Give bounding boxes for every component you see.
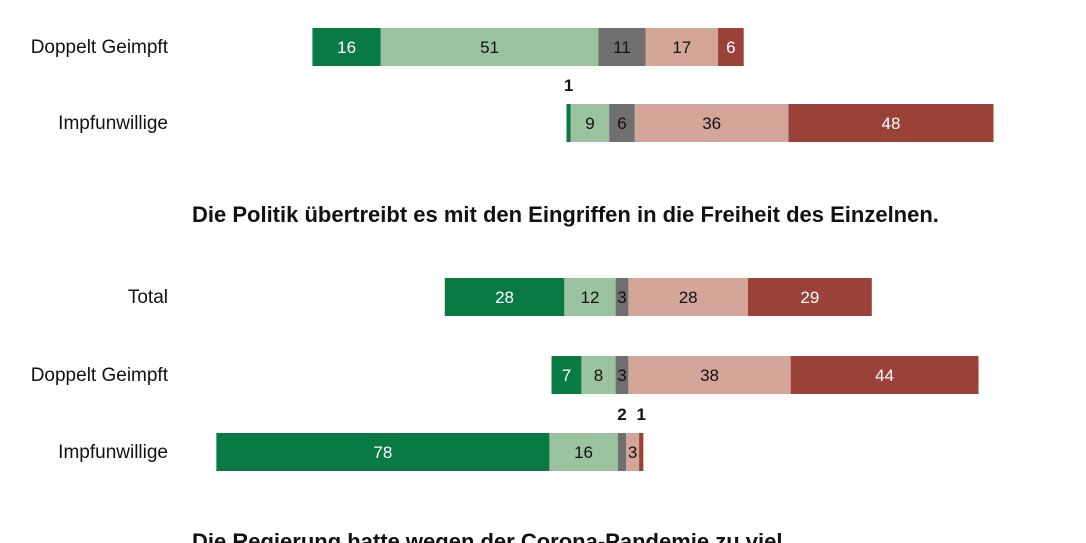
segment-value-label: 28 [495, 288, 514, 307]
bar-segment [380, 28, 599, 66]
bar-segment [615, 278, 629, 316]
segment-value-label: 28 [679, 288, 698, 307]
panel-title: Die Politik übertreibt es mit den Eingri… [192, 202, 939, 227]
panel-title: Die Regierung hatte wegen der Corona-Pan… [192, 529, 782, 543]
segment-value-label: 38 [700, 366, 719, 385]
bar-segment [581, 356, 616, 394]
bar-segment [628, 278, 748, 316]
bar-segment [718, 28, 744, 66]
segment-value-label: 2 [617, 405, 626, 424]
row-label: Impfunwillige [58, 442, 168, 463]
segment-value-label: 3 [617, 288, 626, 307]
bar-segment [312, 28, 381, 66]
bar-segment [564, 278, 616, 316]
segment-value-label: 48 [882, 114, 901, 133]
segment-value-label: 7 [562, 366, 571, 385]
segment-value-label: 6 [617, 114, 626, 133]
segment-value-label: 44 [875, 366, 894, 385]
segment-value-label: 3 [628, 443, 637, 462]
row-label: Doppelt Geimpft [31, 37, 169, 58]
bar-segment [570, 104, 610, 142]
bar-segment [645, 28, 719, 66]
segment-value-label: 8 [594, 366, 603, 385]
bar-segment [216, 433, 550, 471]
segment-value-label: 16 [337, 38, 356, 57]
row-label: Total [128, 287, 168, 308]
segment-value-label: 9 [585, 114, 594, 133]
bar-segment [549, 433, 618, 471]
segment-value-label: 1 [636, 405, 645, 424]
segment-value-label: 78 [373, 443, 392, 462]
segment-value-label: 17 [672, 38, 691, 57]
bar-segment [626, 433, 640, 471]
bar-segment [566, 104, 571, 142]
row-label: Impfunwillige [58, 113, 168, 134]
segment-value-label: 12 [581, 288, 600, 307]
segment-value-label: 36 [702, 114, 721, 133]
segment-value-label: 6 [726, 38, 735, 57]
segment-value-label: 29 [800, 288, 819, 307]
bar-segment [634, 104, 789, 142]
segment-value-label: 1 [564, 76, 573, 95]
bar-segment [628, 356, 791, 394]
bar-segment [639, 433, 644, 471]
bar-segment [444, 278, 565, 316]
bar-segment [747, 278, 872, 316]
bar-segment [615, 356, 629, 394]
bar-segment [551, 356, 582, 394]
segment-value-label: 51 [480, 38, 499, 57]
bar-segment [598, 28, 646, 66]
segment-value-label: 16 [574, 443, 593, 462]
bar-segment [609, 104, 635, 142]
bar-segment [790, 356, 979, 394]
segment-value-label: 3 [617, 366, 626, 385]
bar-segment [788, 104, 994, 142]
bar-segment [617, 433, 627, 471]
row-label: Doppelt Geimpft [31, 365, 169, 386]
segment-value-label: 11 [613, 38, 631, 57]
